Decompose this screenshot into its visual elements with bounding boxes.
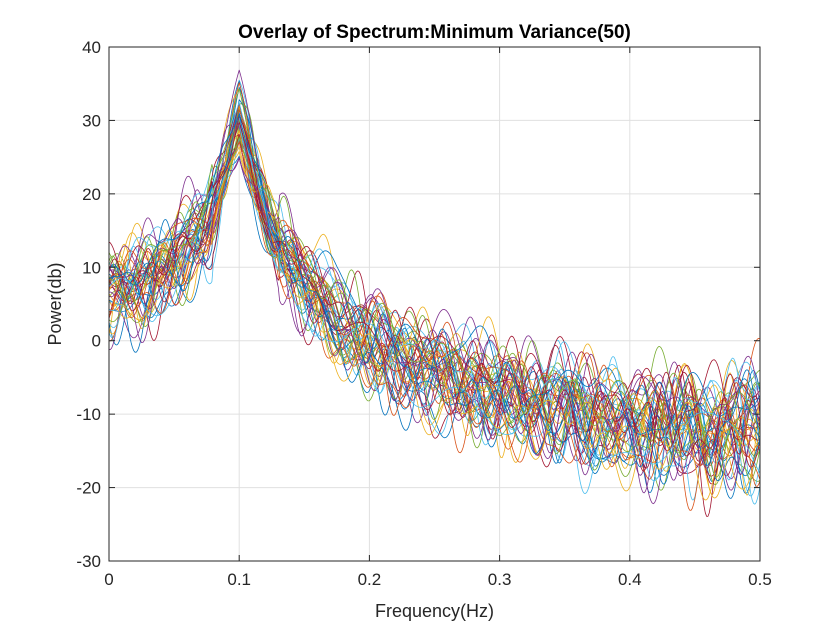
y-tick-label: 40	[82, 38, 101, 57]
spectrum-line	[108, 146, 761, 501]
axis-ticks: 0 0.1 0.2 0.3 0.4 0.5 -30 -20 -10 0 10 20 30 40	[76, 38, 771, 589]
spectrum-line	[108, 103, 761, 454]
y-tick-label: 0	[92, 332, 101, 351]
plot-area	[108, 46, 761, 562]
y-axis-label: Power(db)	[45, 262, 65, 345]
series-lines	[108, 69, 761, 517]
y-tick-label: 10	[82, 258, 101, 277]
x-tick-label: 0.2	[358, 570, 382, 589]
y-tick-label: 30	[82, 111, 101, 130]
spectrum-line	[108, 102, 761, 457]
spectrum-line	[108, 109, 761, 482]
spectrum-line	[108, 120, 761, 454]
y-tick-label: 20	[82, 185, 101, 204]
y-tick-label: -10	[76, 405, 101, 424]
spectrum-line	[108, 105, 761, 490]
spectrum-line	[108, 115, 761, 469]
grid	[108, 46, 761, 562]
y-tick-label: -20	[76, 479, 101, 498]
x-tick-label: 0	[104, 570, 113, 589]
spectrum-line	[108, 116, 761, 501]
spectrum-line	[108, 87, 761, 468]
spectrum-line	[108, 117, 761, 474]
chart-title: Overlay of Spectrum:Minimum Variance(50)	[238, 22, 631, 43]
spectrum-line	[108, 69, 761, 448]
spectrum-line	[108, 114, 761, 468]
spectrum-line	[108, 129, 761, 499]
spectrum-line	[108, 88, 761, 443]
spectrum-line	[108, 104, 761, 454]
spectrum-line	[108, 157, 761, 494]
spectrum-line	[108, 141, 761, 491]
spectrum-line	[108, 122, 761, 452]
x-tick-label: 0.3	[488, 570, 512, 589]
spectrum-line	[108, 103, 761, 517]
x-tick-label: 0.5	[748, 570, 772, 589]
spectrum-line	[108, 118, 761, 505]
x-tick-label: 0.4	[618, 570, 642, 589]
spectrum-line	[108, 136, 761, 480]
x-axis-label: Frequency(Hz)	[375, 601, 494, 621]
spectrum-line	[108, 139, 761, 486]
y-tick-label: -30	[76, 552, 101, 571]
x-tick-label: 0.1	[227, 570, 251, 589]
